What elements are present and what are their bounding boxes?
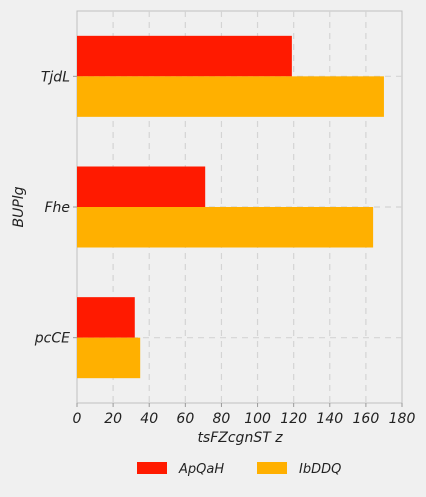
x-tick-label: 180 (389, 411, 416, 427)
x-tick-label: 40 (140, 411, 158, 427)
legend-label-ApQaH: ApQaH (178, 462, 224, 477)
y-tick-label: Fhe (44, 200, 70, 216)
bars (77, 35, 384, 379)
bar-ApQaH-TjdL (77, 35, 292, 77)
y-axis-ticks: TjdL Fhe pcCE (34, 69, 77, 347)
x-tick-label: 80 (213, 411, 231, 427)
x-tick-label: 160 (353, 411, 380, 427)
legend-label-IbDDQ: IbDDQ (299, 462, 341, 477)
x-tick-label: 100 (244, 411, 271, 427)
x-tick-label: 140 (316, 411, 343, 427)
x-axis-ticks: 0 20 40 60 80 100 120 140 160 180 (73, 403, 416, 427)
y-tick-label: pcCE (34, 331, 70, 347)
bar-IbDDQ-Fhe (77, 207, 374, 248)
x-tick-label: 20 (104, 411, 122, 427)
x-tick-label: 120 (280, 411, 307, 427)
y-tick-label: TjdL (41, 69, 70, 85)
legend-swatch-IbDDQ (257, 462, 287, 474)
bar-IbDDQ-pcCE (77, 337, 141, 379)
legend-swatch-ApQaH (137, 462, 167, 474)
bar-IbDDQ-TjdL (77, 76, 384, 117)
legend: ApQaH IbDDQ (137, 462, 341, 477)
y-axis-title: BUPlg (11, 186, 27, 227)
x-tick-label: 60 (176, 411, 194, 427)
x-axis-title: tsFZcgnST z (197, 430, 283, 446)
x-tick-label: 0 (73, 411, 82, 427)
bar-ApQaH-pcCE (77, 297, 135, 338)
bar-ApQaH-Fhe (77, 166, 206, 207)
